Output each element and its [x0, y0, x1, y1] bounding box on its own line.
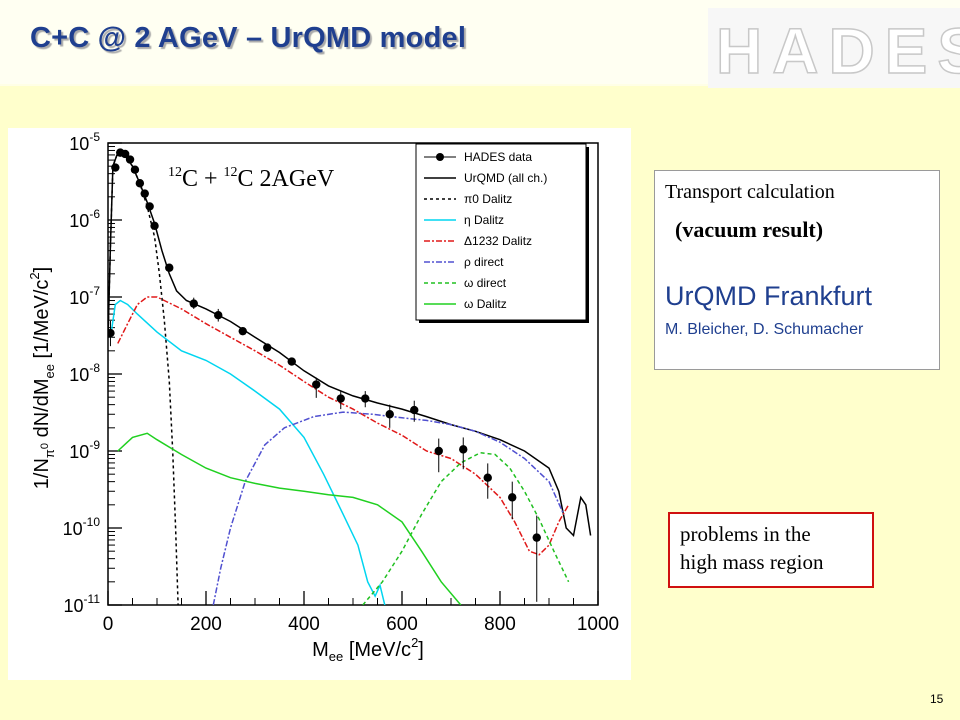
data-point	[125, 155, 135, 164]
legend-entry: ω Dalitz	[464, 297, 507, 311]
data-point	[361, 394, 370, 403]
y-tick-label: 10-6	[69, 207, 100, 231]
data-point	[130, 165, 140, 174]
data-point	[140, 189, 149, 198]
data-point	[145, 202, 154, 211]
data-point	[508, 493, 517, 502]
legend-marker-point	[436, 153, 444, 161]
data-point	[287, 357, 296, 366]
data-point	[150, 221, 159, 231]
problems-callout-box: problems in the high mass region	[668, 512, 874, 588]
x-tick-label: 800	[484, 614, 516, 635]
x-axis-label: Mee [MeV/c2]	[312, 635, 424, 664]
series-line	[108, 151, 179, 605]
data-point	[263, 343, 272, 352]
data-point	[459, 445, 468, 454]
x-tick-label: 400	[288, 614, 320, 635]
series-line	[109, 299, 386, 605]
dielectron-mass-spectrum-chart: 0 200 400 600 800 1000 10-5 10-6 10-7 10-8 10-9 10-…	[27, 130, 619, 664]
problem-line-1: problems in the	[680, 522, 811, 546]
y-tick-label: 10-10	[63, 515, 101, 539]
data-point	[238, 326, 247, 336]
data-point	[385, 410, 394, 419]
note-transport-calculation: Transport calculation	[665, 181, 835, 203]
data-point	[434, 446, 443, 456]
x-tick-label: 600	[386, 614, 418, 635]
data-point	[312, 380, 321, 389]
legend-entry: HADES data	[464, 150, 532, 164]
slide-title: C+C @ 2 AGeV – UrQMD model	[30, 22, 467, 54]
transport-calculation-box: Transport calculation (vacuum result) Ur…	[654, 170, 940, 370]
legend-box	[415, 143, 587, 321]
data-point	[135, 179, 145, 188]
series-line	[117, 296, 570, 556]
data-point	[189, 299, 198, 308]
data-point	[214, 311, 223, 320]
series-line	[117, 432, 462, 605]
title-divider	[0, 84, 960, 86]
y-tick-label: 10-9	[69, 438, 100, 462]
data-point	[111, 163, 120, 172]
note-urqmd-frankfurt: UrQMD Frankfurt	[665, 281, 873, 311]
data-point	[532, 533, 541, 542]
x-tick-label: 1000	[577, 614, 619, 635]
legend-entry: π0 Dalitz	[464, 192, 512, 206]
problem-line-2: high mass region	[680, 550, 824, 574]
data-point	[483, 473, 492, 482]
legend-entry: ρ direct	[464, 255, 504, 269]
note-authors: M. Bleicher, D. Schumacher	[665, 321, 864, 338]
reaction-label: 12C + 12C 2AGeV	[168, 165, 335, 192]
data-point	[336, 394, 345, 403]
legend-entry: η Dalitz	[464, 213, 504, 227]
x-tick-label: 0	[103, 614, 114, 635]
legend-entry: UrQMD (all ch.)	[464, 171, 547, 185]
note-vacuum-result: (vacuum result)	[675, 217, 824, 242]
series-line	[212, 411, 565, 605]
x-tick-label: 200	[190, 614, 222, 635]
y-axis-label: 1/Nπ0 dN/dMee [1/MeV/c2]	[27, 267, 57, 489]
series-group	[108, 148, 592, 605]
y-tick-label: 10-5	[69, 130, 100, 154]
y-tick-label: 10-7	[69, 284, 100, 308]
hades-logo	[708, 8, 960, 88]
data-point	[410, 405, 419, 415]
y-tick-label: 10-11	[64, 592, 101, 616]
page-number: 15	[930, 692, 944, 706]
hades-logo-text: HADES	[715, 14, 960, 88]
legend-entry: Δ1232 Dalitz	[464, 234, 532, 248]
data-point	[165, 263, 174, 272]
series-line	[362, 451, 570, 605]
y-tick-label: 10-8	[69, 361, 100, 385]
data-point	[108, 328, 115, 338]
legend-entry: ω direct	[464, 276, 507, 290]
data-point	[120, 149, 130, 159]
